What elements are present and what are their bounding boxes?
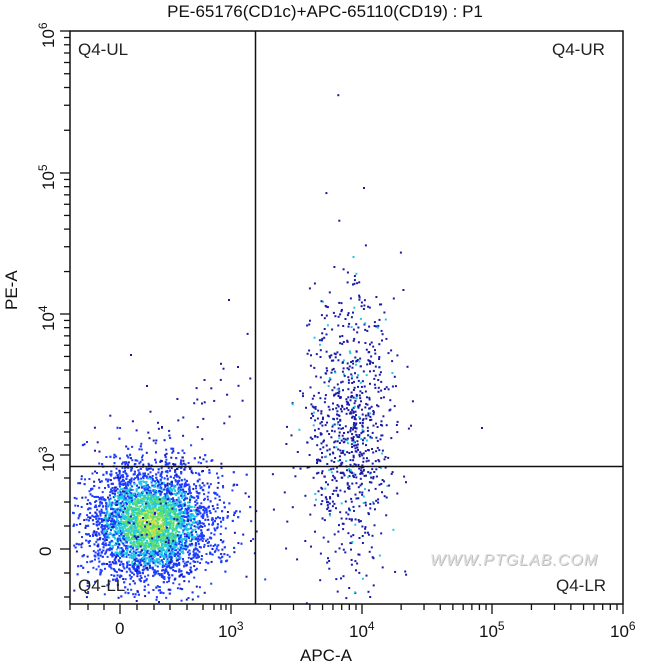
plot-title: PE-65176(CD1c)+APC-65110(CD19) : P1 [167,2,483,21]
y-tick-1e6: 106 [36,22,58,48]
y-tick-1e5: 105 [36,164,58,190]
x-tick-1e6: 106 [610,619,636,641]
axis-ticks [60,30,624,614]
plot-frame [69,30,624,605]
quadrant-label-ll: Q4-LL [78,576,126,595]
quadrant-label-ul: Q4-UL [78,40,129,59]
y-tick-1e4: 104 [36,305,58,331]
x-tick-1e5: 105 [479,619,505,641]
x-axis-label: APC-A [300,646,352,665]
watermark: WWW.PTGLAB.COM [430,552,599,569]
x-tick-1e4: 104 [349,619,375,641]
x-tick-1e3: 103 [218,619,244,641]
event-dots [72,94,483,605]
y-tick-0: 0 [36,546,55,556]
x-tick-0: 0 [115,619,125,638]
y-axis-label: PE-A [2,270,21,310]
quadrant-label-ur: Q4-UR [552,40,605,59]
y-tick-1e3: 103 [36,446,58,472]
quadrant-label-lr: Q4-LR [556,576,607,595]
